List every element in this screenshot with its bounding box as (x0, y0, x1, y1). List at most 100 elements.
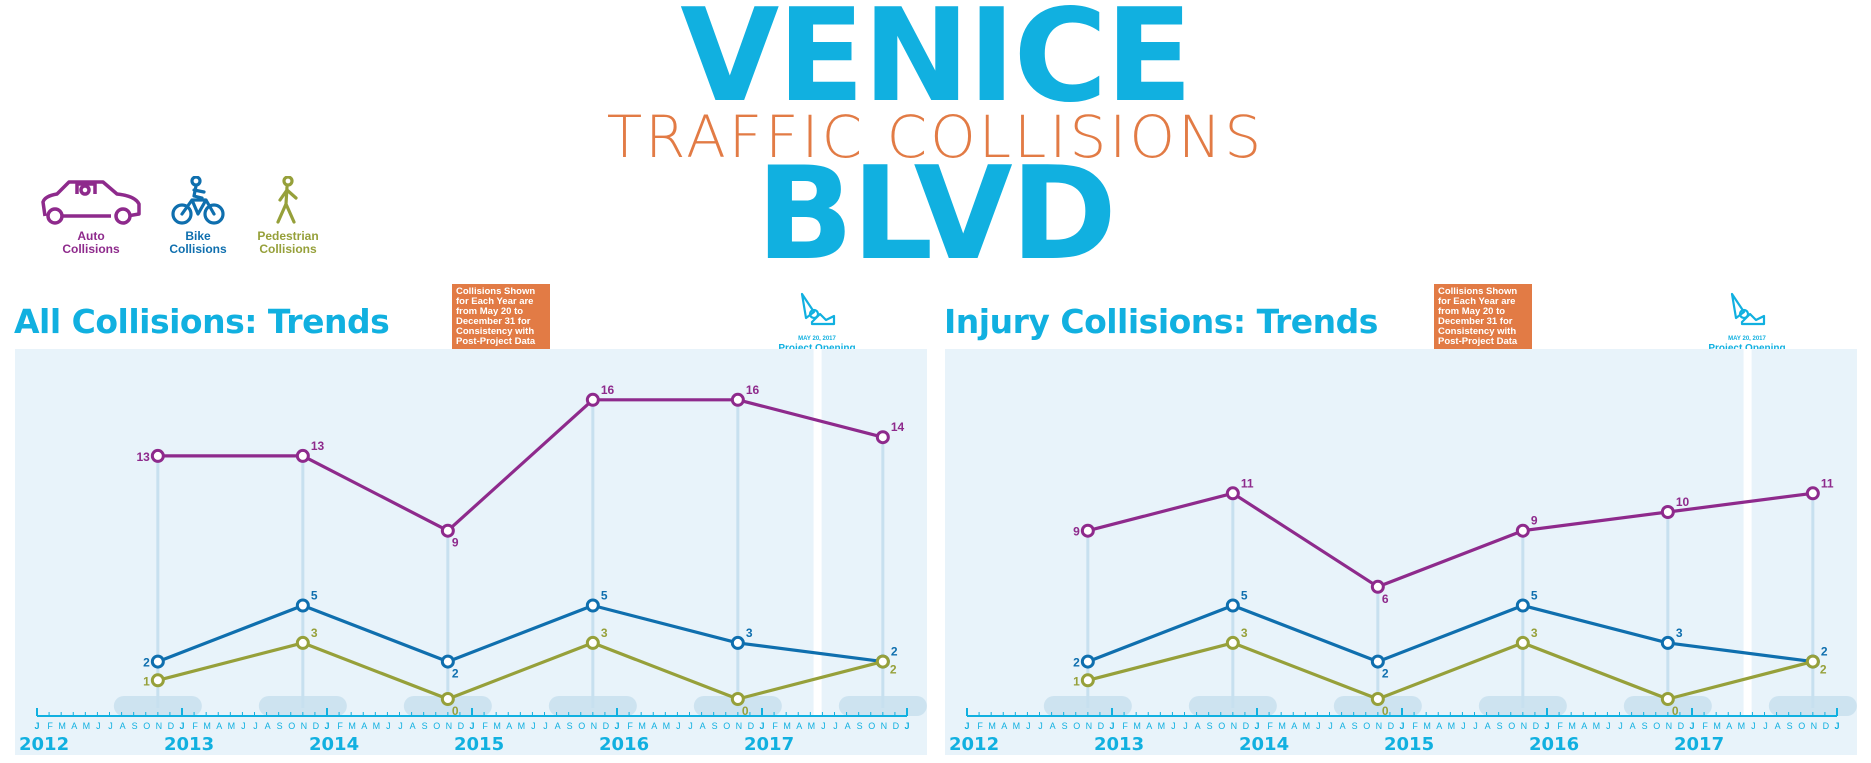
month-tick-label: D (1243, 721, 1250, 731)
month-tick-label: J (386, 721, 391, 731)
data-point-auto (730, 392, 745, 407)
data-point-bike (1515, 598, 1530, 613)
month-tick-label: M (373, 721, 381, 731)
month-tick-label: A (1340, 721, 1346, 731)
data-point-auto (1370, 579, 1385, 594)
month-tick-label: J (469, 721, 474, 731)
opening-date: MAY 20, 2017 (1728, 336, 1766, 342)
month-tick-label: A (361, 721, 367, 731)
month-tick-label: M (1448, 721, 1456, 731)
month-tick-label: O (723, 721, 730, 731)
project-opening-injury: MAY 20, 2017 Project Opening (1697, 292, 1797, 354)
month-tick-label: O (1508, 721, 1515, 731)
month-tick-label: A (700, 721, 706, 731)
month-tick-label: S (1497, 721, 1503, 731)
month-tick-label: F (977, 721, 983, 731)
month-tick-label: J (398, 721, 403, 731)
chart-title-all-collisions: All Collisions: Trends (14, 302, 390, 341)
month-tick-label: J (253, 721, 258, 731)
month-tick-label: J (531, 721, 536, 731)
month-tick-label: J (1183, 721, 1188, 731)
data-point-pedestrian (1805, 654, 1820, 669)
month-tick-label: M (1303, 721, 1311, 731)
month-tick-label: M (1158, 721, 1166, 731)
month-tick-label: N (446, 721, 453, 731)
data-label-pedestrian: 3 (311, 626, 318, 640)
month-tick-label: O (1363, 721, 1370, 731)
data-label-pedestrian: 1 (143, 674, 150, 688)
data-label-auto: 13 (311, 439, 325, 453)
month-tick-label: M (203, 721, 211, 731)
chart-title-injury-collisions: Injury Collisions: Trends (944, 302, 1378, 341)
data-label-bike: 5 (1241, 589, 1248, 603)
month-tick-label: F (482, 721, 488, 731)
month-tick-label: M (58, 721, 66, 731)
legend-pedestrian-label1: Pedestrian (257, 229, 319, 243)
series-line-bike (1087, 603, 1814, 664)
month-tick-label: O (143, 721, 150, 731)
month-tick-label: O (1798, 721, 1805, 731)
month-tick-label: J (1109, 721, 1114, 731)
data-point-bike (1080, 654, 1095, 669)
month-tick-label: N (1666, 721, 1673, 731)
roadwork-icon (1730, 292, 1766, 326)
year-label: 2017 (1674, 734, 1724, 755)
year-label: 2013 (164, 734, 214, 755)
data-label-pedestrian: 0 (1382, 704, 1389, 718)
month-tick-label: A (506, 721, 512, 731)
data-label-bike: 2 (1821, 645, 1828, 659)
data-point-pedestrian (1225, 635, 1240, 650)
month-tick-label: F (627, 721, 633, 731)
month-tick-label: M (348, 721, 356, 731)
legend-auto-label1: Auto (77, 229, 105, 243)
month-tick-label: M (988, 721, 996, 731)
data-point-auto (150, 448, 165, 463)
data-point-pedestrian (1370, 692, 1385, 706)
month-tick-label: D (313, 721, 320, 731)
month-tick-label: J (1171, 721, 1176, 731)
month-tick-label: S (1207, 721, 1213, 731)
month-tick-label: F (1702, 721, 1708, 731)
data-label-pedestrian: 3 (1531, 626, 1538, 640)
legend-bike-label1: Bike (185, 229, 211, 243)
data-label-bike: 3 (746, 626, 753, 640)
data-label-auto: 9 (1073, 525, 1080, 539)
month-tick-label: J (688, 721, 693, 731)
month-tick-label: N (1811, 721, 1818, 731)
month-tick-label: S (1642, 721, 1648, 731)
data-point-bike (1660, 635, 1675, 650)
data-point-pedestrian (295, 635, 310, 650)
data-label-pedestrian: 2 (890, 663, 897, 677)
month-tick-label: A (1581, 721, 1587, 731)
month-tick-label: M (518, 721, 526, 731)
month-tick-label: J (1473, 721, 1478, 731)
month-tick-label: D (168, 721, 175, 731)
data-label-bike: 2 (1382, 667, 1389, 681)
data-label-auto: 11 (1241, 476, 1254, 490)
month-tick-label: A (71, 721, 77, 731)
month-tick-label: M (83, 721, 91, 731)
data-point-pedestrian (730, 692, 745, 706)
opening-date: MAY 20, 2017 (798, 336, 836, 342)
month-tick-label: O (1218, 721, 1225, 731)
data-point-auto (875, 430, 890, 445)
month-tick-label: S (567, 721, 573, 731)
month-tick-label: J (179, 721, 184, 731)
month-tick-label: O (288, 721, 295, 731)
data-point-pedestrian (150, 673, 165, 688)
data-label-auto: 16 (601, 383, 615, 397)
series-line-pedestrian (1087, 641, 1814, 701)
month-tick-label: M (783, 721, 791, 731)
data-point-auto (1225, 486, 1240, 501)
data-label-pedestrian: 1 (1073, 674, 1080, 688)
month-tick-label: M (1568, 721, 1576, 731)
series-line-auto (157, 398, 884, 533)
year-label: 2016 (599, 734, 649, 755)
month-tick-label: A (216, 721, 222, 731)
month-tick-label: J (1618, 721, 1623, 731)
data-point-pedestrian (1515, 635, 1530, 650)
data-point-auto (1080, 523, 1095, 538)
month-tick-label: M (1738, 721, 1746, 731)
data-point-auto (585, 392, 600, 407)
